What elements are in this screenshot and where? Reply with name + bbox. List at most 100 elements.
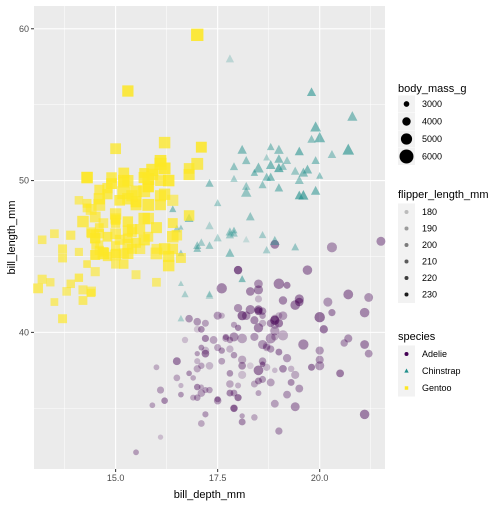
legend-key-symbol: [404, 243, 409, 247]
legend-body-mass: body_mass_g 3000 4000 5000 6000: [398, 83, 467, 165]
data-point: [364, 349, 373, 358]
data-point: [279, 364, 287, 373]
data-point: [150, 247, 163, 260]
data-point: [235, 382, 242, 389]
data-point: [238, 361, 247, 370]
data-point: [111, 259, 121, 269]
data-point: [250, 316, 259, 325]
legend-label: 4000: [422, 117, 442, 127]
data-point: [266, 378, 275, 387]
data-point: [150, 222, 162, 234]
data-point: [135, 224, 146, 235]
data-point: [274, 154, 284, 163]
data-point: [94, 184, 105, 195]
data-point: [315, 355, 324, 364]
data-point: [78, 285, 88, 295]
data-point: [173, 374, 181, 382]
data-point: [122, 216, 134, 227]
data-point: [162, 259, 175, 272]
data-point: [316, 172, 324, 179]
data-point: [90, 233, 101, 244]
data-point: [283, 281, 291, 289]
data-point: [162, 174, 175, 187]
data-point: [230, 404, 238, 413]
data-point: [206, 386, 213, 394]
data-point: [347, 111, 358, 121]
data-point: [190, 394, 197, 401]
data-point: [142, 212, 154, 225]
data-point: [201, 346, 210, 355]
data-point: [138, 171, 150, 184]
legend-label: 190: [422, 224, 437, 234]
data-point: [314, 131, 326, 143]
data-point: [294, 294, 304, 304]
data-point: [78, 296, 88, 305]
data-point: [222, 333, 229, 341]
data-point: [193, 365, 201, 373]
legend-key-symbol: [400, 133, 413, 145]
data-point: [267, 345, 275, 353]
data-point: [122, 85, 134, 97]
data-point: [226, 380, 234, 388]
data-point: [254, 305, 263, 314]
data-point: [258, 180, 267, 189]
data-point: [205, 178, 214, 187]
series-adelie: [133, 236, 386, 456]
data-point: [230, 389, 238, 397]
data-point: [225, 248, 235, 257]
data-point: [275, 348, 283, 356]
data-point: [226, 389, 234, 397]
legend-label: 200: [422, 240, 437, 250]
data-point: [230, 174, 238, 182]
legend-title: body_mass_g: [398, 83, 467, 95]
data-point: [102, 231, 113, 242]
data-point: [364, 293, 374, 302]
data-point: [89, 211, 101, 223]
x-tick-label: 17.5: [209, 473, 227, 483]
data-point: [259, 361, 266, 368]
data-point: [291, 370, 300, 379]
data-point: [205, 241, 214, 249]
data-point: [376, 236, 386, 246]
plot-panel: [34, 6, 385, 469]
data-point: [193, 325, 201, 333]
data-point: [230, 351, 238, 359]
data-point: [149, 402, 156, 409]
data-point: [198, 384, 204, 390]
data-point: [106, 172, 117, 183]
data-point: [229, 162, 239, 171]
data-point: [97, 247, 110, 260]
data-point: [251, 414, 258, 421]
data-point: [197, 389, 206, 397]
data-point: [185, 314, 193, 323]
data-point: [194, 358, 201, 365]
data-point: [266, 172, 276, 181]
data-point: [198, 362, 205, 370]
data-point: [175, 253, 186, 263]
data-point: [85, 203, 97, 215]
data-point: [114, 194, 126, 206]
data-point: [123, 233, 133, 243]
data-point: [58, 253, 68, 263]
data-point: [209, 336, 218, 344]
data-point: [258, 339, 268, 350]
data-point: [130, 185, 142, 197]
data-point: [359, 307, 370, 318]
data-point: [290, 300, 301, 310]
data-point: [118, 176, 130, 188]
data-point: [274, 144, 284, 154]
data-point: [37, 274, 47, 284]
data-point: [158, 136, 171, 149]
data-point: [119, 259, 129, 269]
data-point: [225, 227, 235, 236]
data-point: [302, 164, 313, 174]
legend-key: [398, 203, 415, 221]
data-point: [81, 171, 93, 184]
data-point: [307, 134, 316, 143]
data-point: [327, 149, 337, 159]
data-point: [319, 325, 328, 334]
data-point: [340, 339, 348, 347]
y-tick-label: 60: [19, 24, 29, 34]
legend-key-symbol: [404, 226, 409, 231]
